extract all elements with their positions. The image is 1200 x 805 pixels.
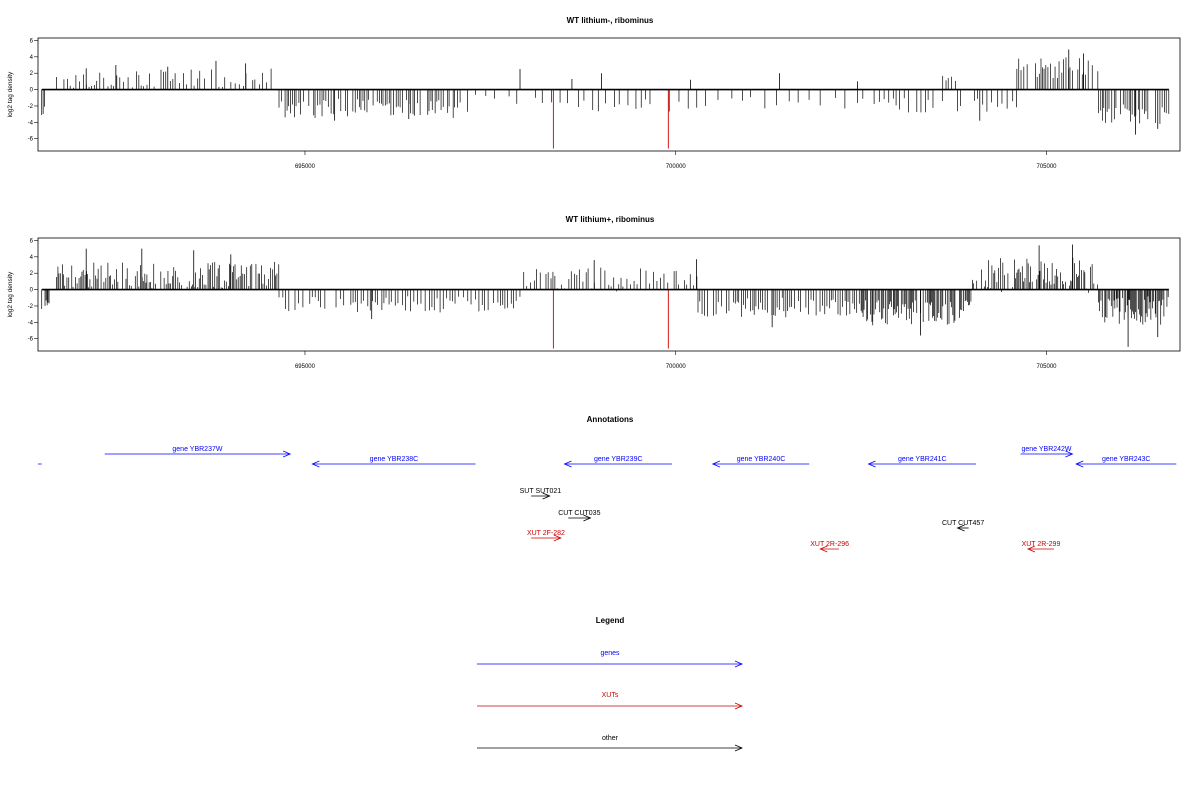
legend-label-xuts: XUTs: [602, 692, 619, 699]
annotation-arrowhead: [867, 460, 876, 468]
panel2-ytick-label: 6: [30, 238, 34, 244]
annotation-feature: gene YBR242W: [1020, 446, 1074, 458]
panel2-xtick-label: 700000: [666, 364, 687, 370]
legend-label-genes: genes: [600, 650, 620, 657]
annotation-feature: gene YBR240C: [711, 456, 810, 468]
annotation-arrowhead: [956, 524, 965, 532]
annotation-label: CUT CUT457: [942, 520, 984, 527]
annotation-label: gene YBR240C: [737, 456, 786, 463]
panel2-y-axis-label: log2 tag density: [7, 271, 14, 317]
legend-item-genes: genes: [477, 650, 744, 668]
panel1-title: WT lithium-, ribominus: [567, 16, 654, 25]
panel2-axes: -6 -4 -2 0 2 4 6 695000 700000 705000: [28, 238, 1058, 370]
annotation-arrowhead: [1065, 450, 1074, 458]
legend-item-other: other: [477, 735, 744, 752]
annotation-arrowhead: [282, 450, 292, 458]
annotation-arrowhead: [542, 492, 551, 500]
annotation-feature: gene YBR241C: [867, 456, 977, 468]
panel-lithium-plus: WT lithium+, ribominus log2 tag density …: [7, 215, 1181, 370]
annotation-feature: XUT 2R-299: [1022, 541, 1061, 553]
annotation-arrows: gene YBR236C gene YBR237W gene YBR238C gene…: [0, 446, 1177, 553]
panel1-xtick-label: 700000: [666, 164, 687, 170]
annotation-feature: gene YBR236C: [0, 456, 42, 465]
panel-lithium-minus: WT lithium-, ribominus log2 tag density …: [7, 16, 1181, 170]
annotations-panel: Annotations gene YBR236Cgene YBR237Wgene…: [0, 415, 1177, 553]
legend-arrowhead-xuts: [734, 702, 744, 710]
annotation-arrowhead: [563, 460, 572, 468]
panel2-ytick-label: 4: [30, 255, 34, 261]
legend-item-xuts: XUTs: [477, 692, 744, 710]
annotation-feature: XUT 2F-282: [527, 530, 565, 542]
annotation-arrowhead: [583, 514, 592, 522]
panel2-ytick-label: -2: [28, 304, 34, 310]
annotation-feature: gene YBR239C: [563, 456, 673, 468]
panel2-bars: [41, 244, 1169, 349]
annotation-arrowhead: [1075, 460, 1084, 468]
panel2-xtick-label: 705000: [1037, 364, 1058, 370]
annotation-label: XUT 2F-282: [527, 530, 565, 537]
panel2-ytick-label: -4: [28, 320, 34, 326]
legend-label-other: other: [602, 735, 619, 742]
legend-arrowhead-genes: [734, 660, 744, 668]
legend-title: Legend: [596, 616, 625, 625]
panel1-bars: [41, 49, 1170, 149]
annotation-label: gene YBR238C: [370, 456, 419, 463]
panel1-frame: [37, 37, 1181, 152]
annotation-label: SUT SUT021: [520, 488, 562, 495]
annotations-clip: gene YBR236C gene YBR237W gene YBR238C gene…: [0, 446, 1177, 553]
annotation-arrowhead: [311, 460, 320, 468]
annotation-label: XUT 2R-299: [1022, 541, 1061, 548]
panel1-ytick-label: -4: [28, 120, 34, 126]
annotation-arrowhead: [1026, 545, 1036, 553]
panel2-title: WT lithium+, ribominus: [566, 215, 655, 224]
annotation-label: gene YBR239C: [594, 456, 643, 463]
annotation-arrowhead: [819, 545, 828, 553]
panel2-frame: [37, 237, 1181, 352]
annotation-feature: SUT SUT021: [520, 488, 562, 500]
panel2-ytick-label: 2: [30, 271, 34, 277]
annotation-feature: CUT CUT457: [942, 520, 984, 532]
annotation-label: CUT CUT035: [558, 510, 600, 517]
panel1-y-axis-label: log2 tag density: [7, 71, 14, 117]
panel2-ytick-label: 0: [30, 288, 34, 294]
annotations-title: Annotations: [587, 415, 634, 424]
annotation-label: gene YBR236C: [0, 456, 20, 463]
annotation-label: gene YBR237W: [172, 446, 222, 453]
annotation-feature: XUT 2R-296: [810, 541, 849, 553]
annotation-label: gene YBR243C: [1102, 456, 1151, 463]
panel1-axes: -6 -4 -2 0 2 4 6 695000 700000 705000: [28, 38, 1058, 170]
legend-arrowhead-other: [734, 744, 744, 752]
annotation-feature: gene YBR238C: [311, 456, 476, 468]
panel2-xtick-label: 695000: [295, 364, 316, 370]
panel1-ytick-label: 4: [30, 55, 34, 61]
panel1-ytick-label: 2: [30, 71, 34, 77]
panel1-ytick-label: -6: [28, 137, 34, 143]
annotation-feature: gene YBR237W: [104, 446, 292, 458]
annotation-label: gene YBR241C: [898, 456, 947, 463]
annotation-label: XUT 2R-296: [810, 541, 849, 548]
panel1-ytick-label: 0: [30, 88, 34, 94]
panel1-xtick-label: 695000: [295, 164, 316, 170]
panel1-ytick-label: 6: [30, 38, 34, 44]
annotation-arrowhead: [711, 460, 720, 468]
panel1-xtick-label: 705000: [1037, 164, 1058, 170]
panel1-ytick-label: -2: [28, 104, 34, 110]
legend: Legend genes XUTs other: [477, 616, 744, 752]
annotation-feature: gene YBR243C: [1075, 456, 1177, 468]
annotation-arrowhead: [553, 534, 562, 542]
panel2-ytick-label: -6: [28, 337, 34, 343]
annotation-label: gene YBR242W: [1021, 446, 1071, 453]
annotation-feature: CUT CUT035: [558, 510, 601, 522]
